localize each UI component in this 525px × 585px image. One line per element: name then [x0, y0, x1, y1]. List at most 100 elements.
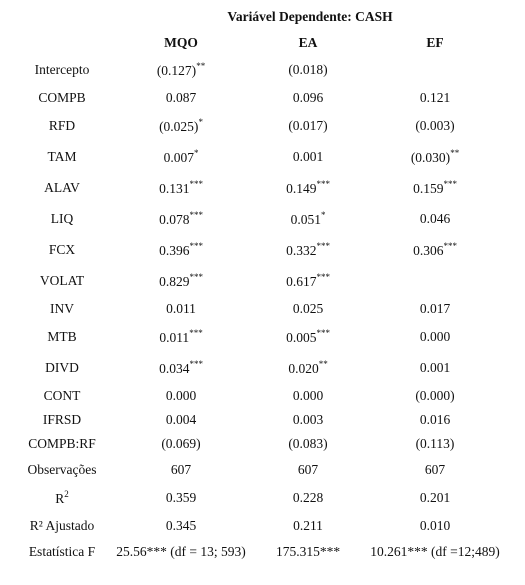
table-cell-text: (0.127) [156, 63, 197, 78]
table-title: Variável Dependente: CASH [227, 9, 393, 24]
significance: ** [318, 359, 328, 369]
table-cell: 0.087 [165, 90, 197, 105]
row-label: R² Ajustado [29, 518, 95, 533]
significance: *** [189, 241, 203, 251]
table-cell-text: 0.332 [286, 243, 317, 258]
table-cell: 0.017 [419, 301, 451, 316]
table-cell: 0.004 [165, 412, 197, 427]
table-cell: (0.025)* [159, 117, 203, 135]
row-label: DIVD [45, 360, 79, 375]
table-cell-text: 0.011 [159, 330, 190, 345]
row-label: RFD [48, 118, 76, 133]
table-cell-text: 0.396 [159, 243, 190, 258]
table-cell: 0.000 [165, 388, 197, 403]
column-header: EF [426, 35, 444, 50]
table-cell: 0.001 [292, 149, 324, 164]
table-cell: 0.000 [419, 329, 451, 344]
table-cell: (0.003) [415, 118, 455, 133]
significance: * [198, 117, 203, 127]
table-cell: 0.020** [288, 359, 327, 377]
table-cell: (0.030)** [411, 148, 459, 166]
row-label: Intercepto [34, 62, 90, 77]
table-cell: 25.56*** (df = 13; 593) [116, 544, 246, 559]
significance: *** [189, 210, 203, 220]
significance: *** [316, 328, 330, 338]
table-cell: 0.829*** [159, 272, 203, 290]
table-cell: 0.078*** [159, 210, 203, 228]
row-label-text: R [55, 491, 65, 506]
table-cell: 0.201 [419, 490, 451, 505]
significance: *** [189, 359, 203, 369]
row-label: INV [50, 301, 74, 316]
table-cell: 0.345 [165, 518, 197, 533]
row-label: COMPB [38, 90, 86, 105]
table-cell: 0.228 [292, 490, 324, 505]
table-cell: 0.001 [419, 360, 451, 375]
table-cell: 0.096 [292, 90, 324, 105]
row-label: R2 [55, 489, 69, 507]
column-header: EA [298, 35, 318, 50]
table-cell-text: 0.078 [159, 212, 190, 227]
row-label: LIQ [50, 211, 74, 226]
table-cell: 607 [424, 462, 446, 477]
table-cell: (0.127)** [157, 61, 205, 79]
significance: *** [316, 241, 330, 251]
table-cell: 0.025 [292, 301, 324, 316]
row-label: Estatística F [28, 544, 96, 559]
table-cell-text: 0.149 [286, 181, 317, 196]
significance: 2 [64, 489, 69, 499]
table-cell: 0.034*** [159, 359, 203, 377]
significance: * [193, 148, 199, 158]
table-cell-text: 0.159 [413, 181, 444, 196]
significance: ** [450, 148, 460, 158]
table-cell: 0.016 [419, 412, 451, 427]
row-label: FCX [48, 242, 76, 257]
table-cell-text: 0.034 [159, 361, 190, 376]
significance: ** [196, 61, 206, 71]
table-cell: 0.005*** [286, 328, 330, 346]
table-cell: 0.051* [291, 210, 326, 228]
table-cell: 0.121 [419, 90, 451, 105]
row-label: VOLAT [39, 273, 85, 288]
column-header: MQO [164, 35, 198, 50]
table-cell-text: 0.007 [163, 150, 194, 165]
table-cell: 0.306*** [413, 241, 457, 259]
table-cell: 0.332*** [286, 241, 330, 259]
table-cell-text: 0.020 [288, 361, 319, 376]
table-cell-text: 0.829 [159, 274, 190, 289]
table-cell: (0.017) [288, 118, 328, 133]
row-label: Observações [27, 462, 97, 477]
significance: *** [443, 241, 457, 251]
table-cell-text: 0.051 [290, 212, 321, 227]
table-cell-text: 0.617 [286, 274, 317, 289]
table-cell: 607 [297, 462, 319, 477]
significance: *** [316, 179, 330, 189]
row-label: COMPB:RF [28, 436, 96, 451]
row-label: CONT [43, 388, 81, 403]
table-cell: 0.000 [292, 388, 324, 403]
table-cell-text: 0.005 [286, 330, 317, 345]
table-cell: (0.000) [415, 388, 455, 403]
table-cell: 0.211 [293, 518, 323, 533]
significance: * [320, 210, 326, 220]
table-cell: 0.011*** [159, 328, 202, 346]
table-cell-text: (0.030) [410, 150, 451, 165]
table-cell: 0.159*** [413, 179, 457, 197]
table-cell: 607 [170, 462, 192, 477]
table-cell-text: (0.025) [159, 119, 199, 134]
table-cell: 0.149*** [286, 179, 330, 197]
table-cell: 0.007* [164, 148, 199, 166]
row-label: IFRSD [42, 412, 82, 427]
significance: *** [443, 179, 457, 189]
table-cell: (0.083) [288, 436, 328, 451]
row-label: ALAV [44, 180, 80, 195]
table-cell: (0.113) [415, 436, 455, 451]
table-cell: 0.617*** [286, 272, 330, 290]
row-label: TAM [47, 149, 77, 164]
table-cell: (0.069) [161, 436, 201, 451]
table-cell: 0.046 [419, 211, 451, 226]
table-cell: 10.261*** (df =12;489) [370, 544, 500, 559]
table-cell: 0.131*** [159, 179, 203, 197]
table-cell: 0.010 [419, 518, 451, 533]
